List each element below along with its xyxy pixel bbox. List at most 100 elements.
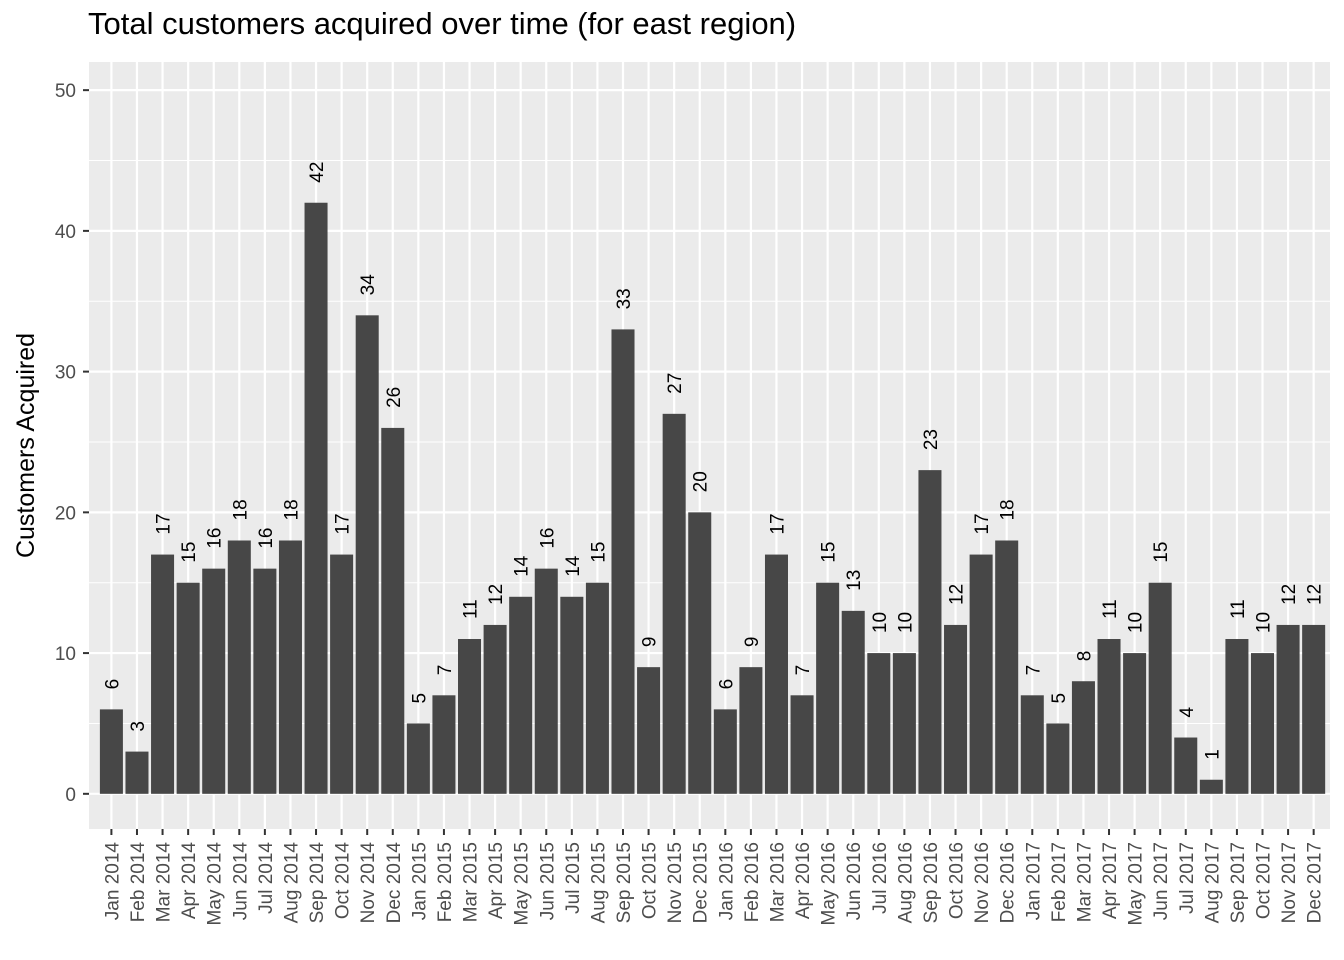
x-tick-label: Mar 2015 [461,842,482,922]
x-tick-label: Jan 2015 [409,842,430,920]
bar [381,427,405,794]
x-tick-label: Aug 2015 [588,842,609,923]
x-tick-label: Nov 2014 [358,842,379,924]
bar-value-label: 10 [895,612,916,633]
bar [1071,681,1095,794]
bar [227,540,251,794]
bar [611,329,635,794]
bar-value-label: 20 [691,471,712,492]
x-axis: Jan 2014 Feb 2014 Mar 2014 Apr 2014 May 2014… [102,829,1326,925]
bar [458,639,482,794]
x-tick-label: Dec 2014 [384,842,405,924]
bar [713,709,737,794]
bar-value-label: 7 [1023,665,1044,676]
bar-value-label: 18 [998,499,1019,520]
x-tick-label: May 2016 [819,842,840,925]
y-tick-label: 50 [55,81,76,102]
x-tick-label: Aug 2014 [281,842,302,924]
bar [253,568,277,794]
bar-value-label: 18 [281,499,302,520]
bar [1148,582,1172,794]
y-tick-label: 40 [55,222,76,243]
bar [764,554,788,794]
bar-value-label: 4 [1177,707,1198,718]
bar [406,723,430,794]
bar [1046,723,1070,794]
x-tick-label: May 2017 [1126,842,1147,925]
x-tick-label: Feb 2017 [1049,842,1070,922]
x-tick-label: Jun 2017 [1151,842,1172,920]
x-tick-label: Apr 2017 [1100,842,1121,919]
bar [1199,779,1223,794]
x-tick-label: May 2015 [512,842,533,925]
bar [330,554,354,794]
x-tick-label: Oct 2014 [333,842,354,920]
chart-title: Total customers acquired over time (for … [88,6,797,41]
y-tick-label: 20 [55,503,76,524]
x-tick-label: Apr 2014 [179,842,200,920]
bar [969,554,993,794]
bar-value-label: 42 [307,162,328,183]
bar-value-label: 17 [767,513,788,534]
bar-value-label: 12 [1305,584,1326,605]
y-tick-label: 10 [55,644,76,665]
bar-value-label: 10 [1254,612,1275,633]
bar-value-label: 34 [358,274,379,296]
x-tick-label: Feb 2015 [435,842,456,922]
bar-value-label: 6 [716,679,737,690]
bar-value-label: 8 [1074,651,1095,662]
bar [1020,695,1044,794]
bar-value-label: 33 [614,288,635,309]
x-tick-label: Oct 2015 [640,842,661,919]
x-tick-label: Feb 2016 [742,842,763,922]
bar [688,512,712,794]
bar-value-label: 16 [537,528,558,549]
bar [637,667,661,794]
bar [892,653,916,794]
x-tick-label: Feb 2014 [128,842,149,923]
bar [432,695,456,794]
x-tick-label: Jul 2014 [256,842,277,914]
x-tick-label: Jul 2015 [563,842,584,914]
bar-value-label: 12 [486,584,507,605]
bar-value-label: 26 [384,387,405,408]
y-tick-label: 30 [55,363,76,384]
bar-value-label: 23 [921,429,942,450]
bar-value-label: 15 [588,542,609,563]
bar [125,751,149,794]
bar-value-label: 16 [256,528,277,549]
bar-value-label: 18 [230,499,251,520]
bar [534,568,558,794]
x-tick-label: Jan 2016 [716,842,737,920]
bar [278,540,302,794]
y-axis: 0 10 20 30 40 50 [55,81,89,806]
x-tick-label: Sep 2014 [307,842,328,924]
bar-value-label: 16 [205,528,226,549]
bar-value-label: 17 [154,513,175,534]
x-tick-label: Nov 2015 [665,842,686,923]
bar-value-label: 15 [1151,542,1172,563]
bar-value-label: 6 [102,679,123,690]
bar [739,667,763,794]
bar [585,582,609,794]
bar-value-label: 9 [742,637,763,648]
bars [99,202,1326,794]
bar-value-label: 9 [640,637,661,648]
bar-value-label: 10 [1126,612,1147,633]
x-tick-label: Mar 2017 [1074,842,1095,922]
bar-value-label: 11 [1100,599,1121,619]
bar-value-label: 7 [793,665,814,676]
bar-value-label: 27 [665,373,686,394]
x-tick-label: Jul 2017 [1177,842,1198,914]
x-tick-label: Aug 2016 [895,842,916,923]
bar [202,568,226,794]
x-tick-label: Aug 2017 [1202,842,1223,923]
bar-value-label: 15 [179,542,200,563]
x-tick-label: Sep 2017 [1228,842,1249,923]
x-tick-label: Mar 2014 [154,842,175,923]
bar-value-label: 5 [1049,693,1070,704]
bar [1174,737,1198,794]
bar [304,202,328,794]
x-tick-label: Dec 2016 [998,842,1019,923]
bar-value-label: 14 [563,555,584,577]
